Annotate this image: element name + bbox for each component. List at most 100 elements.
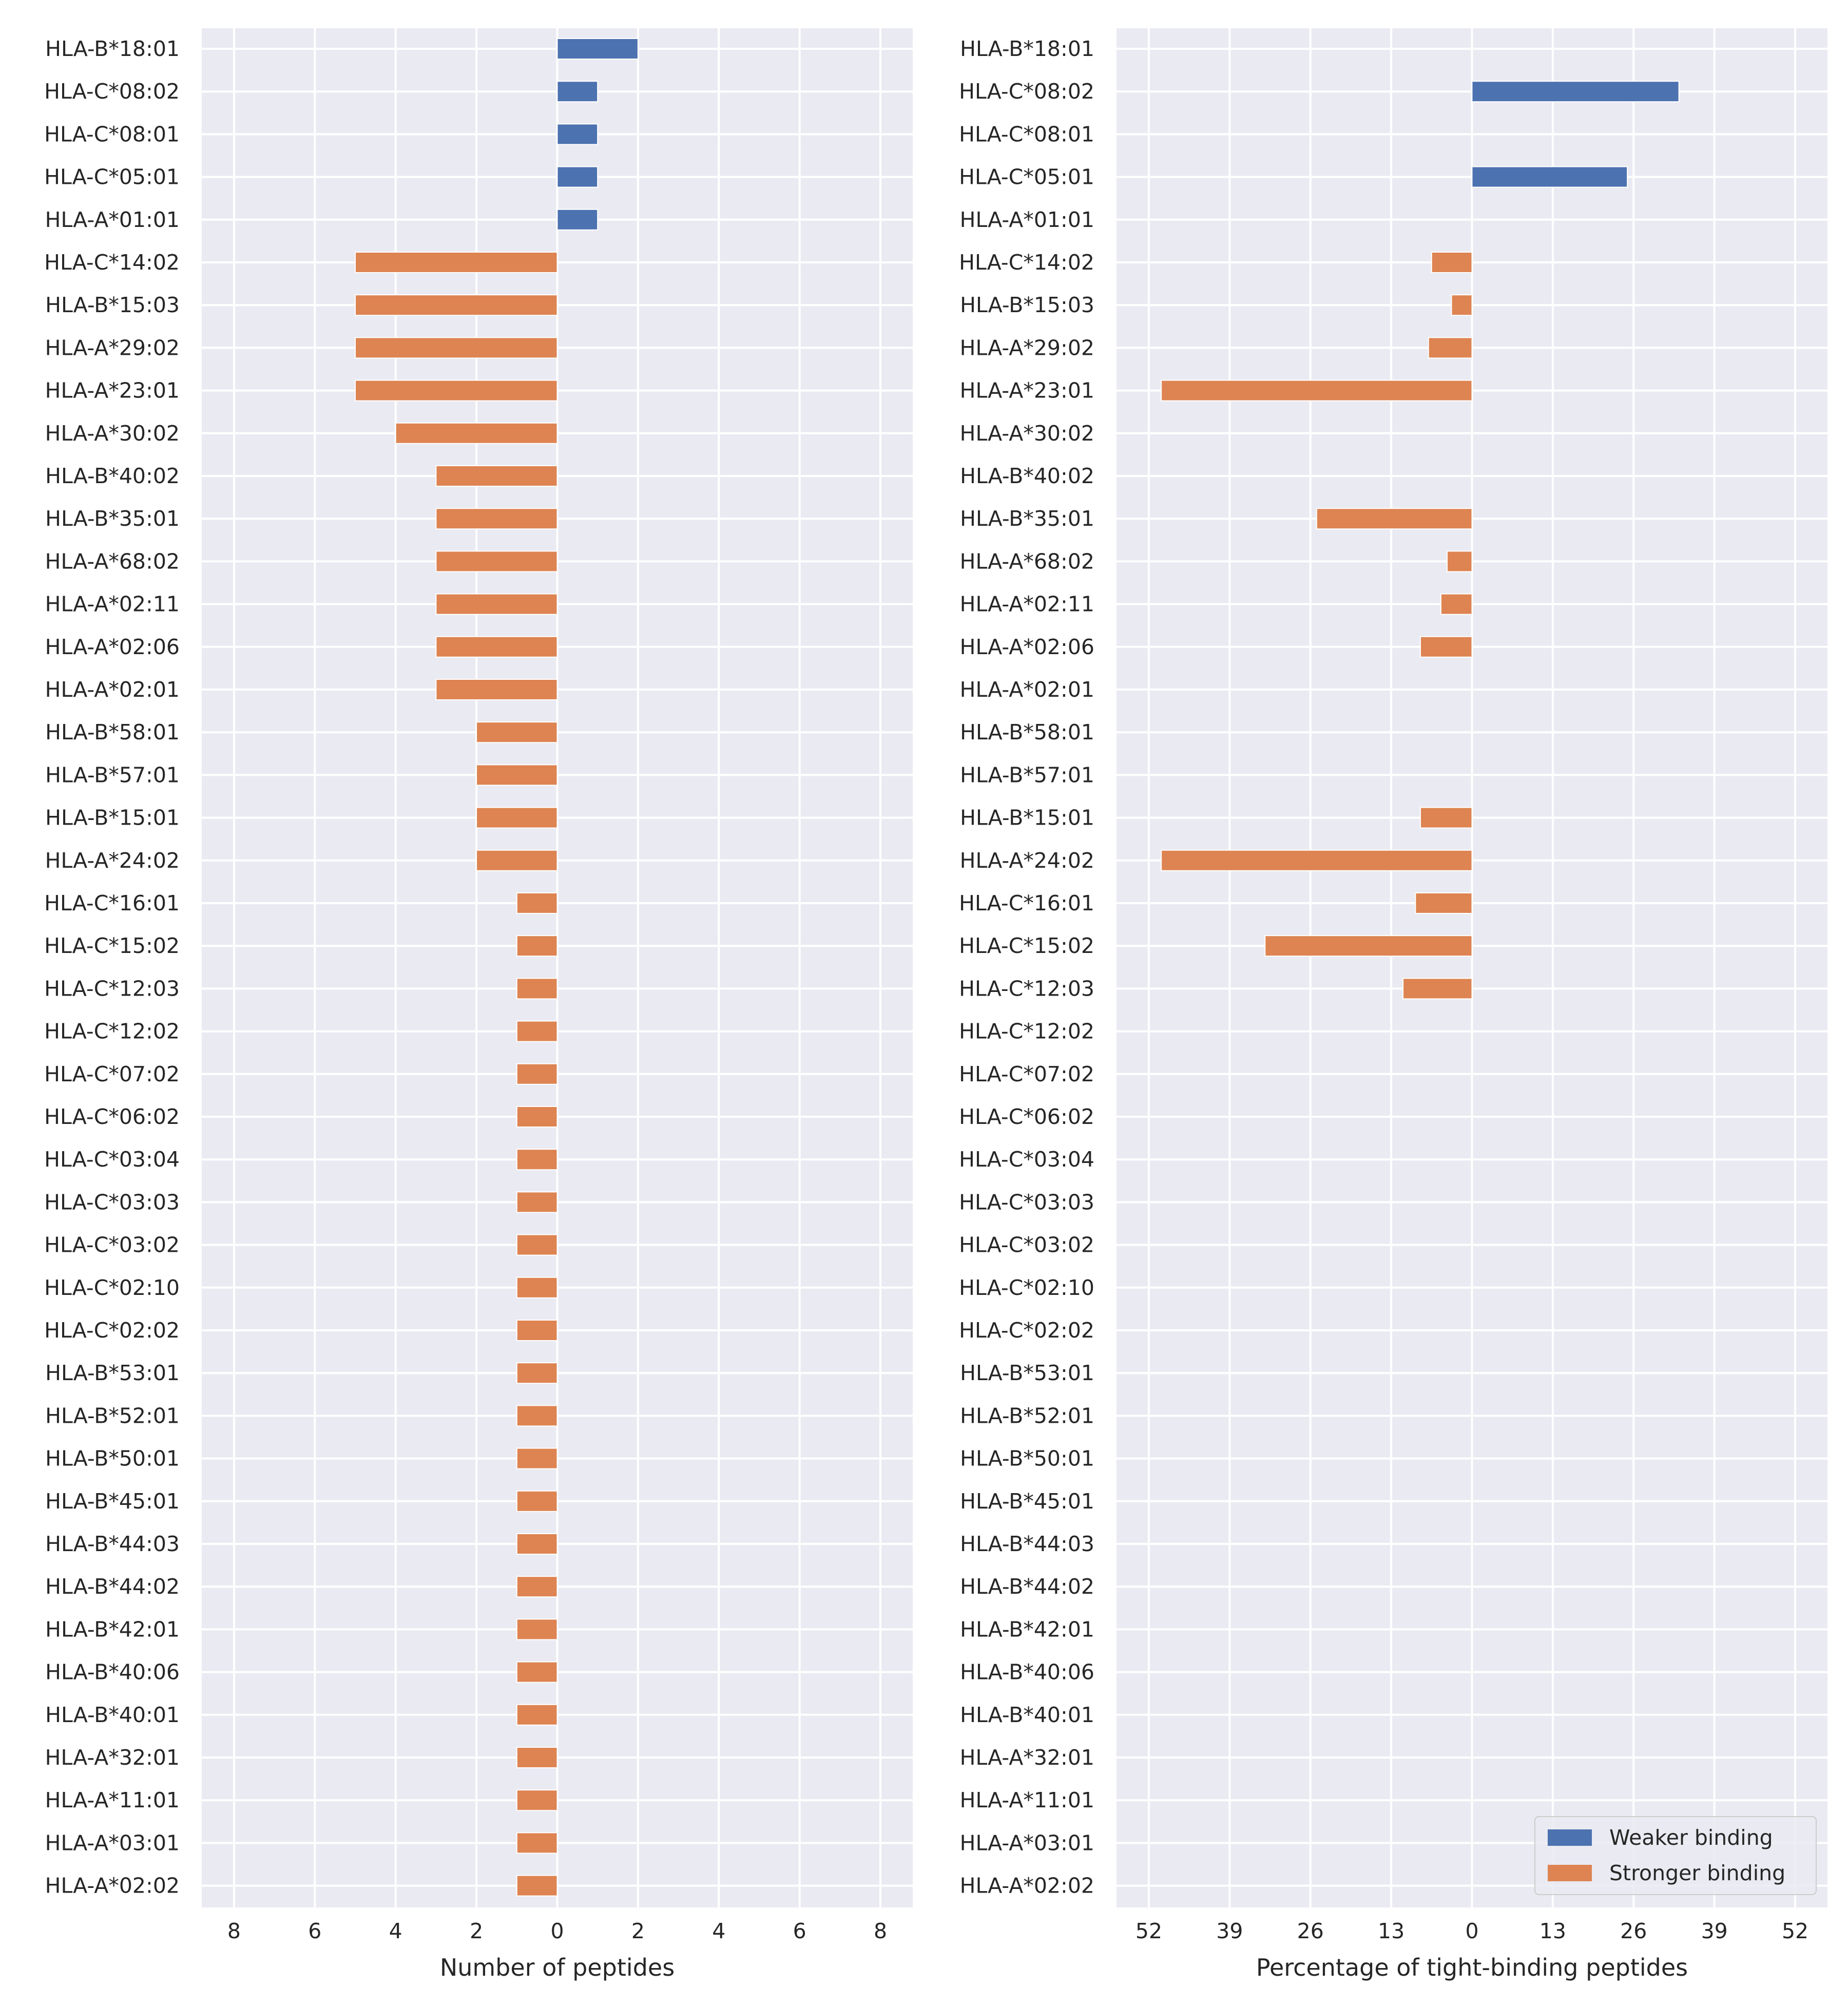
chart-panel-1: HLA-B*18:01 HLA-C*08:02 HLA-C*08:01 HLA-C*0… — [44, 28, 913, 1981]
y-tick-label: HLA-A*68:02 — [45, 549, 180, 574]
bar-stronger-binding — [355, 294, 558, 316]
bar-stronger-binding — [1420, 807, 1473, 829]
x-axis-label: Number of peptides — [440, 1954, 675, 1981]
bar-stronger-binding — [516, 1191, 558, 1213]
x-tick-label: 26 — [1297, 1919, 1324, 1943]
y-tick-label: HLA-C*14:02 — [959, 250, 1094, 275]
bar-stronger-binding — [516, 935, 558, 957]
y-tick-label: HLA-C*03:04 — [959, 1147, 1094, 1172]
y-tick-label: HLA-C*05:01 — [44, 165, 180, 189]
y-tick-label: HLA-A*03:01 — [960, 1830, 1094, 1855]
y-tick-label: HLA-B*18:01 — [960, 36, 1094, 61]
y-tick-label: HLA-C*03:02 — [959, 1233, 1094, 1257]
bar-stronger-binding — [516, 1490, 558, 1512]
y-tick-label: HLA-B*15:01 — [45, 806, 180, 830]
bar-weaker-binding — [1471, 81, 1680, 103]
y-tick-label: HLA-B*40:02 — [45, 464, 180, 488]
y-tick-label: HLA-C*07:02 — [959, 1062, 1094, 1086]
y-tick-label: HLA-C*03:03 — [44, 1190, 180, 1214]
y-tick-label: HLA-A*02:11 — [960, 592, 1094, 617]
y-tick-label: HLA-C*15:02 — [959, 933, 1094, 958]
y-tick-label: HLA-C*06:02 — [959, 1104, 1094, 1129]
bar-stronger-binding — [516, 1234, 558, 1256]
x-axis-label: Percentage of tight-binding peptides — [1256, 1954, 1688, 1981]
y-tick-label: HLA-A*68:02 — [960, 549, 1094, 574]
legend-swatch — [1548, 1865, 1592, 1881]
bar-stronger-binding — [1161, 849, 1473, 871]
bar-weaker-binding — [556, 38, 639, 60]
y-tick-label: HLA-B*53:01 — [960, 1361, 1094, 1385]
y-tick-label: HLA-A*02:01 — [960, 677, 1094, 702]
y-tick-label: HLA-B*15:03 — [960, 293, 1094, 317]
y-tick-label: HLA-C*03:02 — [44, 1233, 180, 1257]
y-tick-label: HLA-B*40:01 — [45, 1703, 180, 1727]
y-tick-label: HLA-A*23:01 — [960, 378, 1094, 403]
bar-stronger-binding — [476, 807, 558, 829]
y-tick-label: HLA-B*40:02 — [960, 464, 1094, 488]
chart-panel-2: HLA-B*18:01 HLA-C*08:02 HLA-C*08:01 HLA-C*0… — [959, 28, 1827, 1981]
x-tick-label: 6 — [308, 1919, 321, 1943]
y-tick-label: HLA-C*05:01 — [959, 165, 1094, 189]
bar-stronger-binding — [516, 1789, 558, 1811]
y-tick-label: HLA-C*16:01 — [959, 891, 1094, 915]
y-tick-label: HLA-B*15:03 — [45, 293, 180, 317]
y-tick-label: HLA-C*03:03 — [959, 1190, 1094, 1214]
bar-stronger-binding — [516, 1618, 558, 1640]
y-tick-label: HLA-B*50:01 — [45, 1446, 180, 1471]
bar-stronger-binding — [516, 1875, 558, 1897]
y-tick-label: HLA-B*40:06 — [45, 1660, 180, 1685]
y-tick-label: HLA-A*02:02 — [960, 1874, 1094, 1898]
legend-label: Weaker binding — [1609, 1825, 1773, 1850]
y-tick-label: HLA-A*11:01 — [960, 1788, 1094, 1812]
y-tick-label: HLA-B*44:02 — [45, 1574, 180, 1599]
bar-stronger-binding — [435, 679, 558, 700]
y-tick-label: HLA-B*52:01 — [45, 1403, 180, 1428]
bar-stronger-binding — [516, 1533, 558, 1555]
legend-swatch — [1548, 1829, 1592, 1846]
bar-stronger-binding — [435, 636, 558, 658]
y-tick-label: HLA-C*12:03 — [44, 976, 180, 1001]
x-tick-label: 2 — [470, 1919, 483, 1943]
bar-stronger-binding — [476, 764, 558, 786]
y-tick-label: HLA-B*45:01 — [960, 1489, 1094, 1514]
bar-stronger-binding — [1431, 252, 1473, 273]
y-tick-label: HLA-A*29:02 — [960, 335, 1094, 360]
y-tick-label: HLA-C*08:02 — [44, 79, 180, 104]
bar-weaker-binding — [556, 166, 599, 188]
bar-stronger-binding — [435, 593, 558, 615]
x-tick-label: 8 — [874, 1919, 887, 1943]
y-tick-label: HLA-B*58:01 — [45, 720, 180, 744]
y-tick-label: HLA-A*01:01 — [960, 207, 1094, 232]
bar-stronger-binding — [476, 721, 558, 743]
y-tick-label: HLA-A*11:01 — [45, 1788, 180, 1812]
x-tick-label: 6 — [793, 1919, 806, 1943]
x-tick-label: 13 — [1539, 1919, 1566, 1943]
legend-label: Stronger binding — [1609, 1861, 1785, 1885]
y-tick-label: HLA-B*57:01 — [960, 762, 1094, 787]
bar-stronger-binding — [435, 465, 558, 487]
y-tick-label: HLA-A*30:02 — [45, 421, 180, 446]
y-tick-label: HLA-C*02:10 — [44, 1275, 180, 1300]
bar-stronger-binding — [516, 1106, 558, 1128]
y-tick-label: HLA-C*02:02 — [959, 1318, 1094, 1343]
y-tick-label: HLA-C*07:02 — [44, 1062, 180, 1086]
y-tick-label: HLA-B*35:01 — [45, 506, 180, 531]
bar-stronger-binding — [516, 1576, 558, 1598]
bar-stronger-binding — [516, 1661, 558, 1683]
y-tick-label: HLA-C*08:01 — [44, 122, 180, 146]
y-tick-label: HLA-B*40:06 — [960, 1660, 1094, 1685]
y-tick-label: HLA-A*02:11 — [45, 592, 180, 617]
y-tick-label: HLA-A*24:02 — [960, 848, 1094, 873]
y-tick-label: HLA-C*03:04 — [44, 1147, 180, 1172]
y-tick-label: HLA-B*40:01 — [960, 1703, 1094, 1727]
x-tick-label: 2 — [631, 1919, 645, 1943]
y-tick-label: HLA-B*42:01 — [960, 1617, 1094, 1641]
y-tick-label: HLA-B*45:01 — [45, 1489, 180, 1514]
y-tick-label: HLA-A*02:02 — [45, 1874, 180, 1898]
bar-stronger-binding — [1428, 337, 1473, 359]
bar-stronger-binding — [1420, 636, 1473, 658]
y-tick-label: HLA-B*44:02 — [960, 1574, 1094, 1599]
y-tick-label: HLA-A*02:01 — [45, 677, 180, 702]
bar-stronger-binding — [1440, 593, 1473, 615]
